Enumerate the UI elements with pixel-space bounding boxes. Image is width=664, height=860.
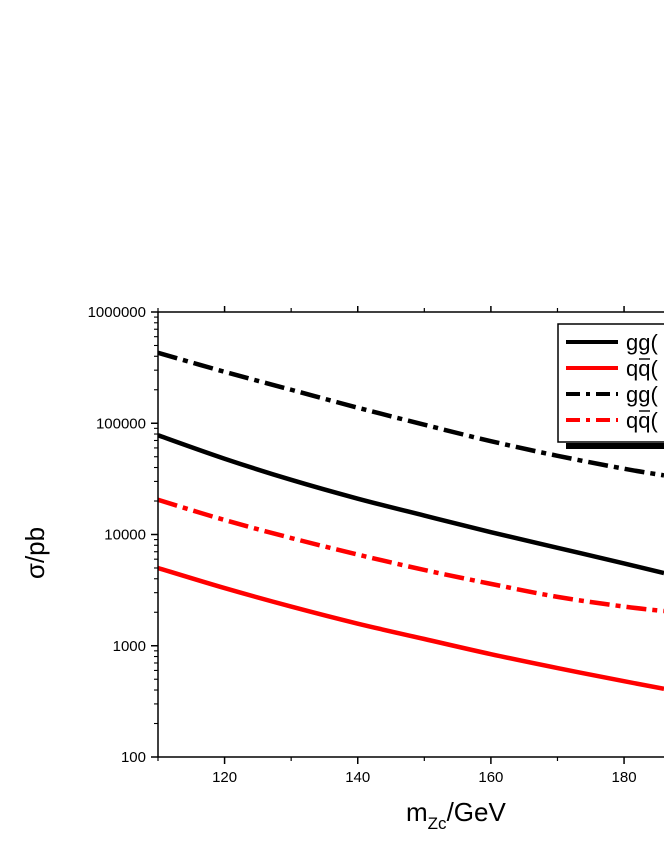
x-axis-title-main: m [406,797,428,827]
series-line-2 [158,565,664,692]
x-tick-label: 140 [345,769,370,786]
legend-label-2: qq( [626,356,658,381]
x-axis-title-unit: /GeV [447,797,507,827]
x-axis-title: mZc/GeV [406,797,506,833]
y-tick-label: 100000 [96,415,146,432]
x-tick-label: 180 [612,769,637,786]
y-tick-label: 1000 [113,638,146,655]
series-curves [158,350,664,692]
y-tick-label: 100 [121,749,146,766]
x-axis-title-subscript: Zc [428,814,447,833]
series-line-3 [158,350,664,478]
x-tick-label: 160 [478,769,503,786]
axis-ticks: 120 140 160 180 100 1000 10000 100000 1000000 [88,304,637,786]
legend-label-3: gg( [626,382,658,407]
legend-label-4: qq( [626,408,658,433]
y-tick-label: 10000 [104,527,146,544]
series-line-1 [158,433,664,576]
y-axis-title: σ/pb [20,527,50,579]
series-line-4 [158,497,664,614]
legend: gg(qq(gg(qq( [557,323,664,449]
legend-label-1: gg( [626,330,658,355]
y-tick-label: 1000000 [88,304,146,321]
x-tick-label: 120 [212,769,237,786]
